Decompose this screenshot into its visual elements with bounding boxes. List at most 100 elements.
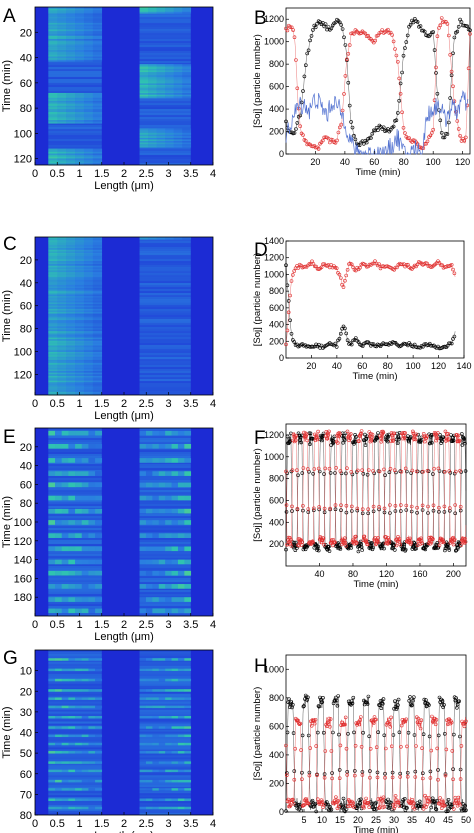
heatmap-band-cell: [66, 280, 76, 282]
heatmap-row: [139, 651, 191, 655]
heatmap-band-cell: [66, 379, 76, 381]
heatmap-row: [48, 805, 102, 808]
heatmap-stripe-cell: [184, 761, 192, 764]
data-point: [386, 27, 390, 32]
heatmap-row: [139, 365, 191, 368]
heatmap-band-cell: [83, 257, 94, 260]
data-point: [360, 507, 365, 512]
heatmap-band-cell: [57, 375, 67, 378]
heatmap-row: [139, 602, 191, 605]
heatmap-band-cell: [92, 14, 103, 17]
heatmap-band-cell: [83, 342, 94, 345]
heatmap-band-cell: [66, 248, 76, 251]
data-point: [352, 539, 356, 544]
heatmap-band-cell: [48, 24, 58, 27]
heatmap-band-cell: [66, 35, 76, 38]
heatmap-band-cell: [75, 97, 85, 100]
heatmap-band-cell: [75, 382, 85, 385]
heatmap-band-cell: [148, 78, 157, 81]
heatmap-band-cell: [83, 27, 94, 30]
heatmap-band-cell: [182, 88, 192, 91]
heatmap-stripe-cell: [152, 806, 160, 810]
data-point: [284, 773, 289, 778]
heatmap-band-cell: [57, 10, 67, 13]
heatmap-stripe-cell: [81, 508, 89, 514]
data-point: [301, 503, 305, 508]
heatmap-band-cell: [48, 369, 58, 372]
heatmap-band-cell: [57, 151, 67, 154]
heatmap-stripe-cell: [88, 742, 96, 746]
heatmap-band-cell: [66, 240, 76, 243]
heatmap-stripe-cell: [81, 482, 89, 488]
heatmap-stripe-cell: [139, 508, 147, 514]
heatmap-band-cell: [57, 366, 67, 369]
heatmap-stripe-cell: [61, 769, 69, 773]
heatmap-band-cell: [83, 340, 94, 343]
heatmap-band-cell: [48, 92, 58, 95]
heatmap-row: [48, 709, 102, 712]
data-point: [455, 119, 460, 123]
data-point: [357, 722, 362, 727]
heatmap-row: [139, 53, 191, 56]
data-point: [311, 471, 316, 476]
heatmap-band-cell: [48, 326, 58, 329]
data-point: [448, 96, 453, 100]
heatmap-band-cell: [156, 129, 166, 132]
heatmap-band-cell: [48, 283, 58, 286]
heatmap-stripe-cell: [184, 608, 192, 614]
heatmap-stripe-cell: [139, 689, 147, 692]
data-point: [399, 469, 404, 474]
heatmap-stripe-cell: [152, 678, 160, 682]
heatmap-row: [139, 333, 191, 336]
y-tick-label: 600: [269, 303, 284, 313]
heatmap-band-cell: [83, 19, 94, 22]
data-point: [449, 69, 454, 74]
heatmap-band-cell: [66, 158, 76, 161]
data-point: [368, 775, 372, 780]
heatmap-stripe-cell: [139, 495, 147, 501]
heatmap-row: [139, 39, 191, 42]
heatmap-row: [139, 538, 191, 541]
heatmap-row: [48, 791, 102, 794]
x-tick-label: 2: [121, 818, 127, 830]
heatmap-stripe-cell: [152, 608, 160, 614]
data-point: [312, 467, 317, 471]
heatmap-band-cell: [66, 8, 76, 11]
heatmap-stripe-cell: [184, 678, 192, 682]
heatmap-stripe-cell: [61, 482, 69, 488]
heatmap-band-cell: [48, 18, 58, 21]
data-point: [312, 721, 317, 726]
heatmap-stripe-cell: [165, 705, 172, 709]
heatmap-band-cell: [83, 18, 94, 21]
heatmap-band-cell: [83, 22, 94, 25]
data-point: [434, 807, 439, 812]
heatmap-band-cell: [48, 332, 58, 335]
heatmap-stripe-cell: [75, 779, 83, 783]
heatmap-row: [48, 139, 102, 142]
data-point: [407, 538, 411, 543]
data-point: [352, 31, 356, 36]
data-point: [350, 125, 355, 130]
data-point: [365, 702, 370, 706]
heatmap-row: [139, 55, 191, 58]
data-point: [344, 503, 349, 508]
data-point: [353, 137, 358, 142]
heatmap-band-cell: [92, 364, 103, 367]
heatmap-band-cell: [75, 374, 85, 377]
heatmap-band-cell: [48, 391, 58, 394]
heatmap-band-cell: [92, 254, 103, 257]
data-point: [343, 540, 348, 545]
data-point: [459, 20, 464, 24]
heatmap-band-cell: [92, 42, 103, 45]
heatmap-band-cell: [66, 276, 76, 279]
y-tick-label: 0: [279, 149, 284, 159]
x-axis-label: Time (min): [352, 371, 397, 382]
heatmap-band-cell: [75, 366, 85, 369]
data-point: [398, 81, 403, 86]
data-point: [356, 549, 361, 554]
data-point: [411, 698, 415, 703]
data-point: [306, 48, 311, 53]
heatmap-stripe-cell: [95, 726, 103, 729]
heatmap-band-cell: [182, 65, 192, 68]
heatmap-band-cell: [57, 58, 67, 61]
